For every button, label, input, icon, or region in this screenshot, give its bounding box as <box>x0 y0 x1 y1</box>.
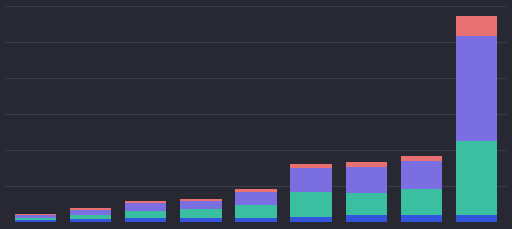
Bar <box>456 37 497 141</box>
Bar <box>346 193 387 215</box>
Bar <box>346 163 387 167</box>
Bar <box>290 168 332 192</box>
Bar <box>236 189 276 192</box>
Bar <box>290 165 332 168</box>
Bar <box>180 209 222 218</box>
Bar <box>125 218 166 222</box>
Bar <box>70 210 111 215</box>
Bar <box>236 218 276 222</box>
Bar <box>346 167 387 193</box>
Bar <box>236 192 276 205</box>
Bar <box>346 215 387 222</box>
Bar <box>180 199 222 201</box>
Bar <box>290 217 332 222</box>
Bar <box>236 205 276 218</box>
Bar <box>70 215 111 219</box>
Bar <box>401 215 442 222</box>
Bar <box>456 141 497 215</box>
Bar <box>125 211 166 218</box>
Bar <box>15 218 56 220</box>
Bar <box>125 201 166 203</box>
Bar <box>456 17 497 37</box>
Bar <box>401 189 442 215</box>
Bar <box>70 219 111 222</box>
Bar <box>180 201 222 209</box>
Bar <box>401 157 442 162</box>
Bar <box>401 162 442 189</box>
Bar <box>290 192 332 217</box>
Bar <box>15 220 56 222</box>
Bar <box>70 209 111 210</box>
Bar <box>125 203 166 211</box>
Bar <box>456 215 497 222</box>
Bar <box>180 218 222 222</box>
Bar <box>15 215 56 218</box>
